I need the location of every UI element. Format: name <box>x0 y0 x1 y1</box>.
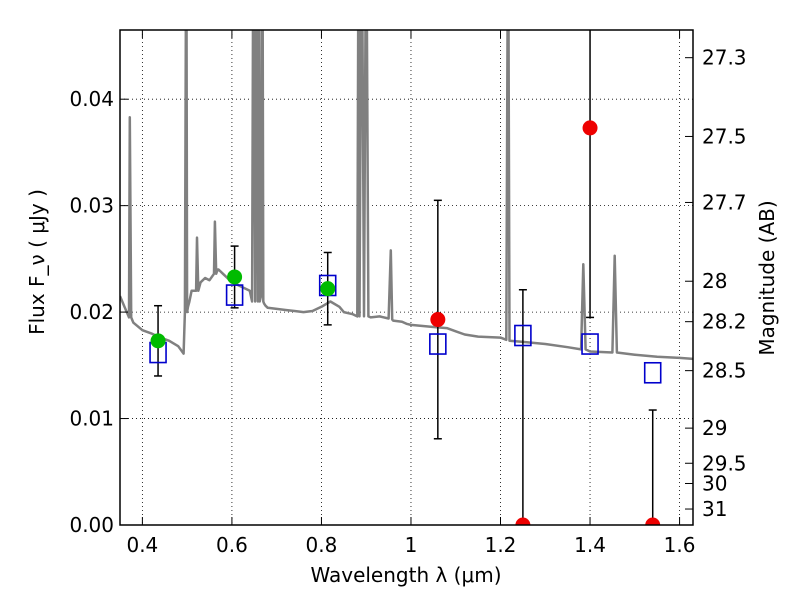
x-tick-label: 1.2 <box>485 533 517 557</box>
sed-model-line <box>120 30 693 361</box>
right-tick-label: 27.3 <box>702 46 747 70</box>
non-detection-point <box>430 312 446 328</box>
right-tick-label: 27.5 <box>702 124 747 148</box>
ticks: 0.4 0.6 0.8 1 1.2 1.4 1.6 0.00 0.01 0.02 0.03 0.04 2… <box>69 30 747 557</box>
x-tick-label: 1.4 <box>574 533 606 557</box>
x-tick-label: 1 <box>405 533 418 557</box>
y-axis-label: Flux F_ν ( μJy ) <box>25 189 49 335</box>
x-tick-label: 0.4 <box>126 533 158 557</box>
right-tick-label: 29.5 <box>702 451 747 475</box>
right-tick-label: 27.7 <box>702 190 747 214</box>
y-tick-label: 0.03 <box>69 194 114 218</box>
non-detection-point <box>515 517 531 525</box>
right-tick-label: 30 <box>702 471 727 495</box>
detection-point <box>227 269 243 285</box>
y-tick-label: 0.02 <box>69 300 114 324</box>
right-tick-label: 28.2 <box>702 310 747 334</box>
plot-frame <box>119 29 694 526</box>
model-photometry-square <box>643 361 662 384</box>
right-axis-label: Magnitude (AB) <box>755 200 779 355</box>
detection-point <box>320 281 336 297</box>
non-detection-point <box>645 517 661 525</box>
right-tick-label: 28 <box>702 269 727 293</box>
grid <box>120 30 693 526</box>
x-axis-label: Wavelength λ (μm) <box>310 563 501 587</box>
model-photometry-square <box>514 324 532 347</box>
x-tick-label: 0.8 <box>306 533 338 557</box>
y-tick-label: 0.01 <box>69 407 114 431</box>
right-tick-label: 31 <box>702 497 727 521</box>
plot-area <box>120 30 693 525</box>
model-photometry-square <box>429 333 447 355</box>
y-tick-label: 0.04 <box>69 87 114 111</box>
model-photometry-square <box>225 284 244 306</box>
model-photometry-square <box>581 333 599 355</box>
right-tick-label: 29 <box>702 416 727 440</box>
detection-point <box>150 333 166 349</box>
x-tick-label: 1.6 <box>664 533 696 557</box>
non-detection-point <box>582 120 598 136</box>
y-tick-label: 0.00 <box>69 513 114 537</box>
x-tick-label: 0.6 <box>216 533 248 557</box>
right-tick-label: 28.5 <box>702 359 747 383</box>
